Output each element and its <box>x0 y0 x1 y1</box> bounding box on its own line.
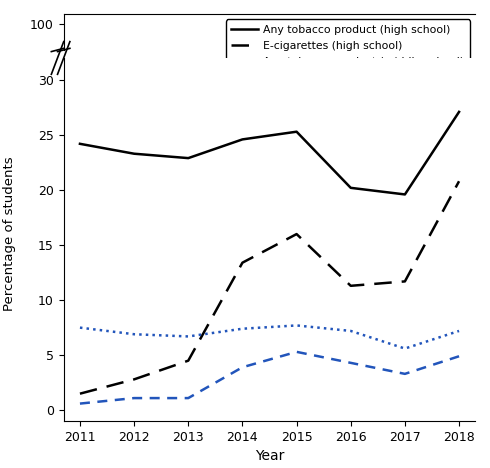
Text: Percentage of students: Percentage of students <box>3 157 16 311</box>
X-axis label: Year: Year <box>255 449 284 463</box>
Legend: Any tobacco product (high school), E-cigarettes (high school), Any tobacco produ: Any tobacco product (high school), E-cig… <box>225 20 470 88</box>
